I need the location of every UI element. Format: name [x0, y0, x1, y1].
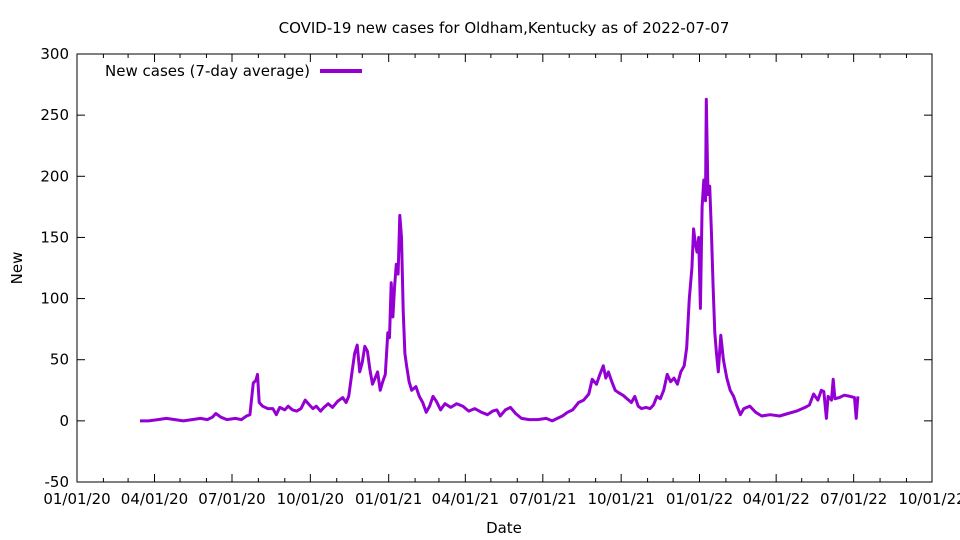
chart-title: COVID-19 new cases for Oldham,Kentucky a… [279, 19, 730, 37]
plot-border [76, 53, 933, 483]
y-tick-label: 200 [40, 167, 69, 185]
y-tick-label: -50 [45, 473, 70, 491]
legend-label: New cases (7-day average) [105, 62, 310, 80]
y-tick-label: 250 [40, 106, 69, 124]
series-layer [140, 97, 860, 423]
x-tick-label: 01/01/21 [355, 490, 422, 508]
x-axis: 01/01/20 04/01/20 07/01/20 10/01/20 01/01/21… [43, 54, 960, 508]
x-tick-label: 10/01/22 [898, 490, 960, 508]
x-tick-label: 04/01/22 [742, 490, 809, 508]
x-tick-label: 04/01/20 [121, 490, 188, 508]
x-tick-label: 01/01/22 [666, 490, 733, 508]
x-tick-label: 04/01/21 [432, 490, 499, 508]
y-tick-label: 100 [40, 290, 69, 308]
y-axis: -50 0 50 100 150 200 250 300 [40, 45, 932, 491]
y-axis-label: New [8, 252, 26, 285]
y-tick-label: 300 [40, 45, 69, 63]
x-tick-label: 07/01/20 [198, 490, 265, 508]
x-tick-label: 10/01/20 [277, 490, 344, 508]
y-tick-label: 0 [59, 412, 69, 430]
x-tick-label: 07/01/22 [820, 490, 887, 508]
x-tick-label: 07/01/21 [509, 490, 576, 508]
y-tick-label: 150 [40, 228, 69, 246]
x-tick-label: 10/01/21 [587, 490, 654, 508]
x-axis-label: Date [486, 519, 522, 537]
y-tick-label: 50 [50, 351, 69, 369]
x-tick-label: 01/01/20 [43, 490, 110, 508]
series-line [140, 97, 860, 423]
legend: New cases (7-day average) [105, 62, 362, 80]
